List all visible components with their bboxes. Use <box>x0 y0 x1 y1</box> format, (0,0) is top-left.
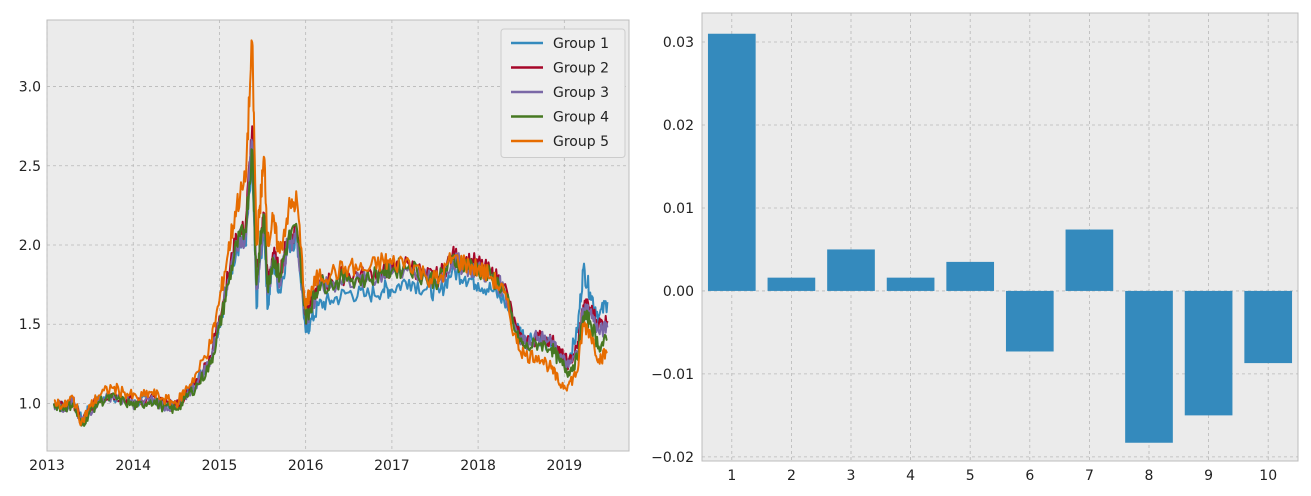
y-tick-label: 3.0 <box>19 80 41 96</box>
x-tick-label: 10 <box>1259 468 1277 484</box>
x-tick-label: 2019 <box>547 458 583 474</box>
y-tick-label: 0.03 <box>663 35 694 51</box>
x-tick-label: 1 <box>727 468 736 484</box>
bar-9 <box>1184 290 1233 416</box>
x-tick-label: 3 <box>847 468 856 484</box>
series-line-group-5 <box>53 39 608 427</box>
x-tick-label: 4 <box>906 468 915 484</box>
y-tick-label: 0.02 <box>663 118 694 134</box>
bar-8 <box>1125 290 1173 443</box>
y-tick-label: 1.5 <box>19 317 41 333</box>
bar-chart: −0.02 −0.01 0.00 0.01 0.02 0.03 1 2 3 4 5 6 7 8 9 10 <box>651 12 1299 484</box>
legend-label: Group 4 <box>553 110 609 126</box>
x-tick-label: 2 <box>787 468 796 484</box>
x-tick-label: 6 <box>1025 468 1034 484</box>
legend-label: Group 1 <box>553 36 609 52</box>
x-tick-label: 2013 <box>29 458 65 474</box>
bar-1 <box>707 33 756 291</box>
x-tick-label: 7 <box>1085 468 1094 484</box>
y-tick-label: −0.01 <box>651 367 694 383</box>
bar-10 <box>1244 290 1293 364</box>
y-tick-label: 0.00 <box>663 284 694 300</box>
legend-label: Group 3 <box>553 85 609 101</box>
bar-4 <box>886 277 935 291</box>
x-tick-label: 2014 <box>115 458 151 474</box>
series-line-group-4 <box>52 148 608 427</box>
legend: Group 1 Group 2 Group 3 Group 4 Group 5 <box>500 28 626 158</box>
x-tick-label: 2015 <box>202 458 238 474</box>
line-chart: 2013 2014 2015 2016 2017 2018 2019 1.0 1.5 2.0 2.5… <box>19 19 630 474</box>
x-tick-label: 8 <box>1145 468 1154 484</box>
y-tick-label: 1.0 <box>19 396 41 412</box>
legend-label: Group 5 <box>553 134 609 150</box>
y-tick-label: −0.02 <box>651 450 694 466</box>
y-tick-label: 2.5 <box>19 159 41 175</box>
legend-label: Group 2 <box>553 61 609 77</box>
bar-2 <box>767 277 816 291</box>
x-tick-label: 2018 <box>460 458 496 474</box>
x-tick-label: 5 <box>966 468 975 484</box>
x-tick-label: 2016 <box>288 458 324 474</box>
y-tick-label: 2.0 <box>19 238 41 254</box>
bar-5 <box>946 261 995 291</box>
bar-7 <box>1065 229 1114 291</box>
legend-box <box>500 28 626 158</box>
x-tick-label: 9 <box>1204 468 1213 484</box>
y-tick-label: 0.01 <box>663 201 694 217</box>
x-tick-label: 2017 <box>374 458 410 474</box>
bar-3 <box>827 249 875 291</box>
bar-6 <box>1005 290 1054 352</box>
